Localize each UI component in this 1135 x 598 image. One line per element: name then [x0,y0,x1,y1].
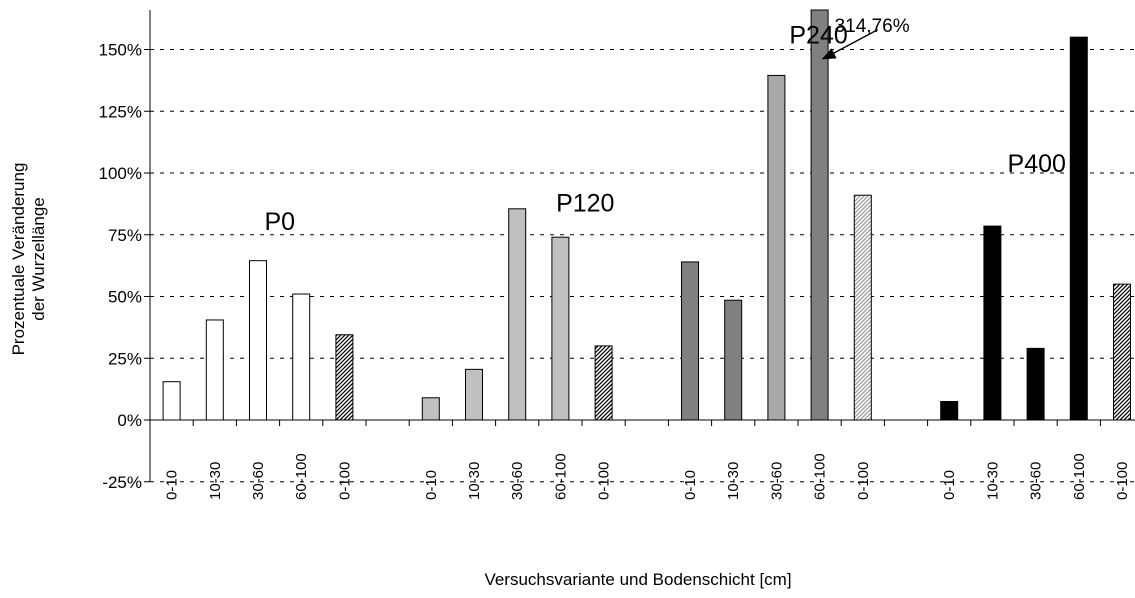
bar-p240-30-60 [767,74,786,421]
group-label-p240: P240 [789,21,847,49]
x-tick-label: 30-60 [250,462,267,500]
x-tick-label: 30-60 [509,462,526,500]
group-label-p400: P400 [1008,150,1066,178]
y-tick-label: 75% [108,226,142,245]
x-tick-label: 10-30 [466,462,483,500]
bar-p400-0-100 [1113,283,1131,421]
y-tick-label: 100% [99,164,142,183]
x-tick-label: 0-10 [423,470,440,500]
annotation-arrow [827,29,878,57]
bar-p400-0-10 [940,400,959,421]
annotation-arrowhead [821,48,837,60]
x-tick-label: 0-10 [682,470,699,500]
x-tick-label: 0-100 [855,462,872,500]
y-axis-label-line2: der Wurzellänge [29,197,48,320]
bar-p120-30-60 [508,208,527,421]
y-tick-label: 25% [108,349,142,368]
bar-p400-60-100 [1069,36,1088,421]
x-tick-label: 30-60 [768,462,785,500]
y-tick-label: 150% [99,41,142,60]
bar-p240-0-100 [853,194,872,421]
x-tick-label: 60-100 [1071,453,1088,500]
bar-p240-10-30 [724,299,743,421]
labels: Prozentuale Veränderung der Wurzellänge … [9,21,1131,589]
x-tick-label: 60-100 [812,453,829,500]
bar-p120-0-10 [421,397,440,421]
bar-p120-60-100 [551,236,570,421]
x-tick-label: 30-60 [1028,462,1045,500]
bar-p0-60-100 [292,293,311,421]
gridlines [150,49,1135,483]
x-tick-label: 10-30 [984,462,1001,500]
annotation: 314,76% [821,16,910,60]
bar-p120-0-100 [594,345,613,421]
bar-p240-0-10 [681,261,699,421]
group-label-p120: P120 [556,189,614,217]
x-tick-label: 0-10 [164,470,181,500]
bar-p0-0-10 [162,381,181,421]
x-tick-label: 10-30 [725,462,742,500]
y-axis-label-line1: Prozentuale Veränderung [9,163,28,356]
x-tick-label: 0-100 [1114,462,1131,500]
x-tick-label: 10-30 [207,462,224,500]
bar-p0-0-100 [335,334,354,421]
y-tick-label: 50% [108,288,142,307]
x-tick-label: 0-100 [596,462,613,500]
bar-p120-10-30 [465,368,483,421]
annotation-text: 314,76% [835,16,910,37]
bar-p0-10-30 [205,319,224,421]
bar-p400-30-60 [1026,347,1045,421]
bars [162,9,1131,421]
bar-p240-60-100 [810,9,829,421]
y-tick-label: 0% [117,411,142,430]
x-tick-label: 0-10 [941,470,958,500]
y-tick-label: 125% [99,102,142,121]
group-label-p0: P0 [264,208,295,236]
y-tick-label: -25% [102,473,142,492]
x-axis-label: Versuchsvariante und Bodenschicht [cm] [484,570,791,589]
axes [144,10,1135,483]
x-tick-label: 60-100 [552,453,569,500]
bar-p0-30-60 [249,260,267,421]
x-tick-label: 0-100 [336,462,353,500]
bar-p400-10-30 [983,225,1002,421]
x-tick-label: 60-100 [293,453,310,500]
